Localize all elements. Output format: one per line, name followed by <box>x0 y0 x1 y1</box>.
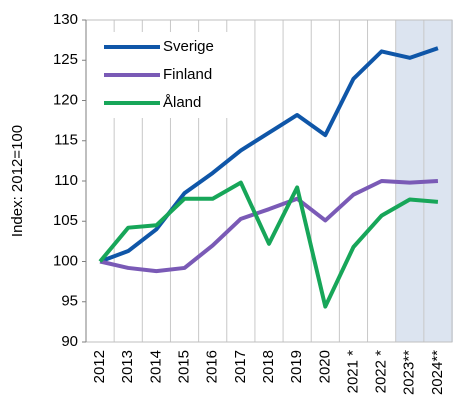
x-tick-label: 2016 <box>204 350 221 383</box>
x-tick-label: 2024** <box>429 350 446 395</box>
series-line <box>98 180 439 309</box>
y-tick-label: 120 <box>53 91 78 108</box>
x-tick-label: 2022 * <box>373 350 390 394</box>
y-tick-label: 125 <box>53 51 78 68</box>
series-line <box>99 179 439 274</box>
x-tick-label: 2013 <box>119 350 136 383</box>
x-tick-label: 2014 <box>147 350 164 383</box>
y-tick-label: 90 <box>61 333 78 350</box>
series-line <box>99 46 439 264</box>
y-tick-label: 105 <box>53 212 78 229</box>
legend-label: Sverige <box>163 38 214 55</box>
y-axis-label: Index: 2012=100 <box>9 125 26 237</box>
y-tick-label: 115 <box>54 132 78 149</box>
x-tick-label: 2015 <box>176 350 193 383</box>
x-tick-label: 2023** <box>401 350 418 395</box>
legend-label: Finland <box>163 66 212 83</box>
y-tick-label: 95 <box>61 293 78 310</box>
x-tick-label: 2020 <box>316 350 333 383</box>
x-tick-label: 2018 <box>260 350 277 383</box>
x-tick-label: 2017 <box>232 350 249 383</box>
legend-label: Åland <box>163 94 201 111</box>
x-tick-label: 2021 * <box>344 350 361 394</box>
y-tick-label: 130 <box>53 11 78 28</box>
y-tick-label: 100 <box>53 252 78 269</box>
y-tick-label: 110 <box>54 172 78 189</box>
x-tick-label: 2019 <box>288 350 305 383</box>
x-tick-label: 2012 <box>91 350 108 383</box>
